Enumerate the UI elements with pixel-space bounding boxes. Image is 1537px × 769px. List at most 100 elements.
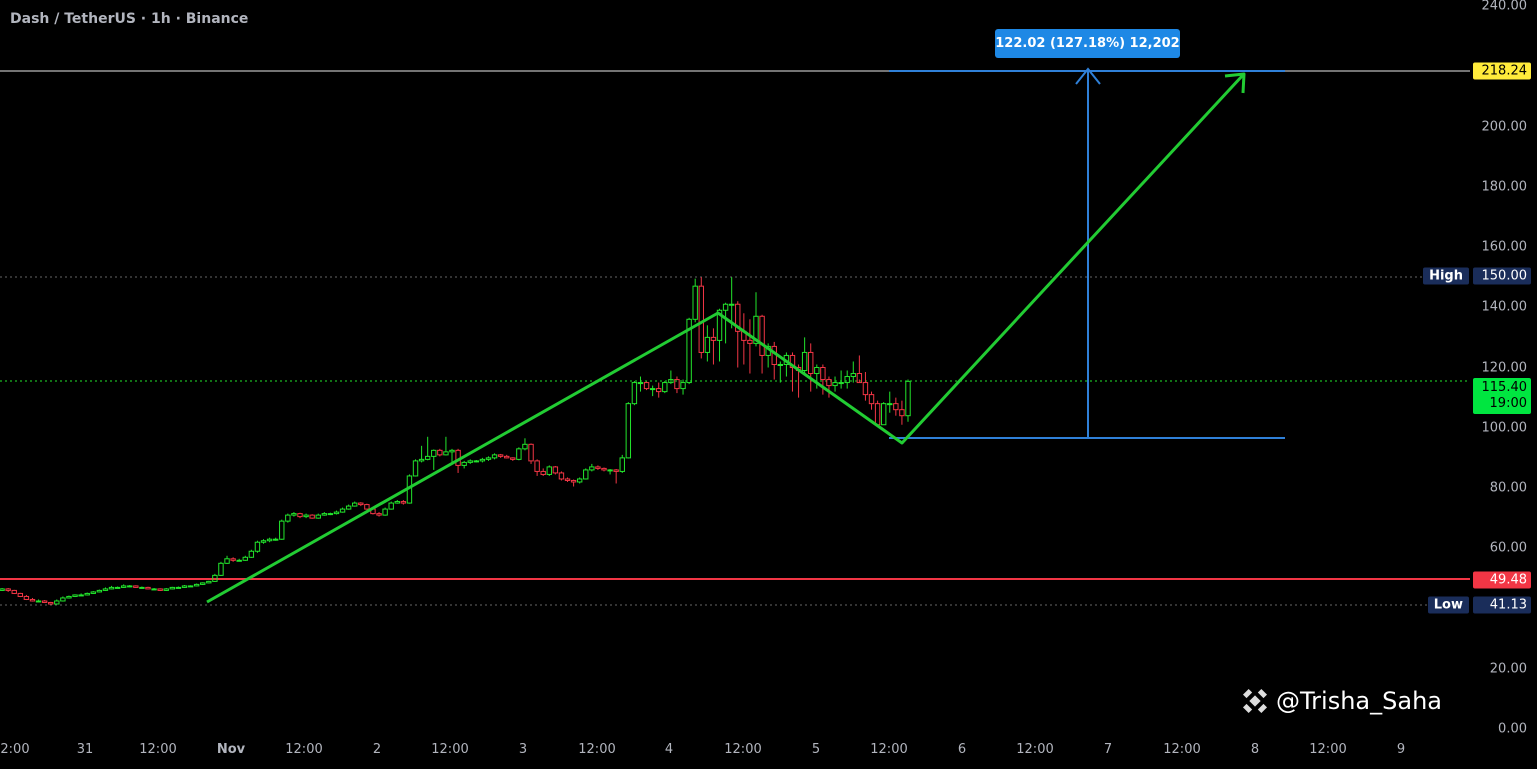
candle-body bbox=[710, 336, 717, 341]
candle bbox=[832, 376, 838, 392]
candle bbox=[868, 391, 875, 410]
candle bbox=[583, 468, 589, 480]
candle-body bbox=[716, 309, 723, 341]
candle bbox=[674, 376, 680, 394]
candle-body bbox=[175, 586, 182, 589]
candle bbox=[358, 502, 364, 507]
candle-body bbox=[625, 403, 632, 459]
candle-body bbox=[157, 588, 163, 591]
candle bbox=[102, 587, 109, 592]
price-tick: 240.00 bbox=[1481, 0, 1528, 14]
price-tick: 120.00 bbox=[1481, 360, 1528, 375]
candle-body bbox=[649, 388, 656, 391]
candle bbox=[431, 449, 437, 470]
candle bbox=[120, 584, 127, 589]
candle-body bbox=[303, 514, 309, 518]
candle-body bbox=[230, 558, 236, 561]
candle bbox=[491, 453, 498, 460]
candle bbox=[662, 381, 668, 394]
candle-body bbox=[23, 595, 30, 600]
candle-body bbox=[808, 351, 814, 375]
candle-body bbox=[601, 467, 607, 471]
candle bbox=[29, 597, 36, 602]
candle-body bbox=[504, 455, 510, 459]
current-price-tag: 115.40 19:00 bbox=[1473, 378, 1531, 414]
candle bbox=[145, 586, 151, 590]
low-label: Low bbox=[1427, 596, 1469, 614]
candle bbox=[297, 512, 303, 519]
time-tick: 8 bbox=[1250, 742, 1260, 757]
candle bbox=[619, 454, 625, 473]
candle-body bbox=[637, 382, 644, 385]
candle-body bbox=[96, 589, 103, 593]
candle bbox=[722, 302, 729, 344]
target-price-tag: 218.24 bbox=[1473, 62, 1531, 80]
candle-body bbox=[662, 382, 668, 393]
candle bbox=[108, 585, 115, 590]
candle-body bbox=[491, 454, 498, 459]
candle bbox=[333, 510, 340, 515]
candle bbox=[759, 314, 765, 374]
time-tick: 12:00 bbox=[1309, 742, 1347, 757]
candle bbox=[133, 585, 139, 589]
candle bbox=[680, 379, 686, 395]
candle-body bbox=[431, 449, 437, 457]
candle bbox=[394, 500, 400, 504]
candle-body bbox=[17, 592, 24, 597]
candle-body bbox=[376, 513, 382, 516]
time-tick: 2 bbox=[372, 742, 382, 757]
candle-body bbox=[78, 594, 84, 597]
candle bbox=[540, 468, 546, 476]
candle-body bbox=[0, 588, 5, 591]
time-tick: 31 bbox=[76, 742, 94, 757]
time-tick: 5 bbox=[811, 742, 821, 757]
candle-body bbox=[619, 457, 625, 472]
candle-body bbox=[728, 303, 735, 306]
candle-body bbox=[516, 448, 522, 460]
candle-body bbox=[789, 354, 796, 369]
candle bbox=[862, 372, 869, 401]
candle bbox=[96, 589, 103, 593]
candle-body bbox=[345, 505, 352, 510]
price-tick: 180.00 bbox=[1481, 179, 1528, 195]
candle-body bbox=[868, 394, 875, 405]
candle bbox=[291, 512, 297, 517]
candle-body bbox=[169, 586, 176, 590]
time-tick: 12:00 bbox=[578, 742, 616, 757]
time-tick: 9 bbox=[1396, 742, 1406, 757]
candle bbox=[266, 537, 273, 543]
candle-body bbox=[358, 502, 364, 506]
candle bbox=[741, 313, 747, 365]
candle-body bbox=[236, 559, 242, 562]
candle bbox=[564, 477, 571, 482]
candle-body bbox=[564, 478, 571, 481]
candle-body bbox=[193, 583, 200, 587]
pattern-drawing[interactable] bbox=[206, 72, 1246, 604]
measure-tool[interactable] bbox=[889, 67, 1285, 439]
candle-body bbox=[72, 594, 78, 597]
price-tick: 60.00 bbox=[1489, 540, 1527, 556]
candle bbox=[613, 469, 619, 484]
candle bbox=[510, 457, 516, 461]
time-tick: 12:00 bbox=[724, 742, 762, 757]
candle bbox=[254, 540, 261, 553]
candle-body bbox=[254, 541, 261, 552]
candle-body bbox=[747, 339, 753, 344]
candle-body bbox=[285, 514, 291, 522]
candle-body bbox=[260, 540, 267, 543]
candle bbox=[285, 513, 291, 523]
pattern-arrowhead-icon bbox=[1224, 72, 1246, 94]
candle bbox=[905, 379, 911, 422]
candle bbox=[382, 507, 388, 516]
candle-body bbox=[576, 478, 583, 483]
candle bbox=[899, 400, 905, 425]
candle bbox=[880, 402, 887, 426]
candle bbox=[473, 459, 480, 463]
pattern-path[interactable] bbox=[206, 73, 1245, 604]
low-price-tag: 41.13 bbox=[1473, 596, 1531, 614]
candle bbox=[169, 586, 176, 590]
candle bbox=[388, 501, 394, 510]
candle bbox=[698, 277, 704, 359]
candle-body bbox=[753, 315, 759, 344]
